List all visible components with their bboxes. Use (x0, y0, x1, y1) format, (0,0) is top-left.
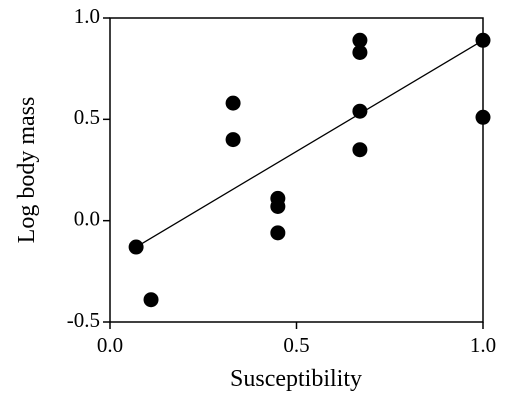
x-tick-label: 0.5 (283, 333, 309, 357)
x-tick-label: 1.0 (470, 333, 496, 357)
data-point (352, 142, 368, 158)
data-point (475, 32, 491, 48)
data-point (352, 32, 368, 48)
y-tick-label: 1.0 (74, 4, 100, 28)
data-point (225, 95, 241, 111)
x-tick-label: 0.0 (97, 333, 123, 357)
data-point (225, 132, 241, 148)
trend-line (135, 39, 484, 248)
y-tick-label: 0.5 (74, 105, 100, 129)
plot-frame (109, 17, 484, 323)
data-point (475, 109, 491, 125)
y-tick-label: -0.5 (67, 308, 100, 332)
data-point (352, 103, 368, 119)
data-point (270, 225, 286, 241)
data-point (352, 44, 368, 60)
data-point (143, 292, 159, 308)
x-axis-label: Susceptibility (230, 366, 362, 392)
y-tick-label: 0.0 (74, 206, 100, 230)
y-axis-label: Log body mass (14, 97, 40, 244)
data-point (270, 198, 286, 214)
data-point (128, 239, 144, 255)
